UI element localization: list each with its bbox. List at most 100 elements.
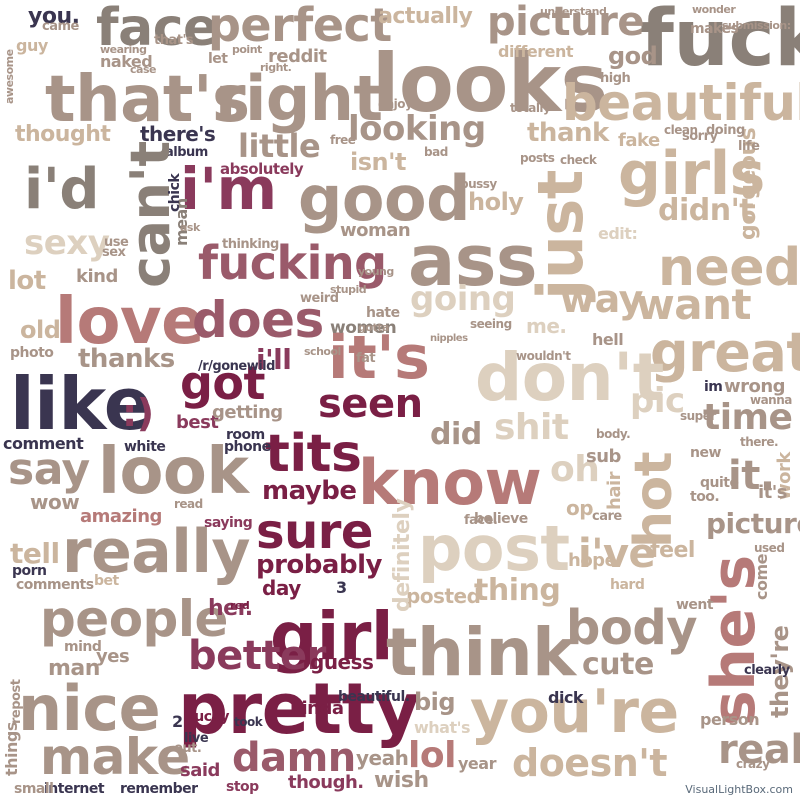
cloud-word: tell <box>10 537 60 570</box>
cloud-word: her. <box>208 596 253 621</box>
cloud-word: good <box>298 162 470 235</box>
cloud-word: yes <box>96 646 130 667</box>
cloud-word: room <box>226 427 265 443</box>
cloud-word: point <box>232 43 262 56</box>
cloud-word: getting <box>212 402 283 423</box>
cloud-word: it's <box>758 482 788 503</box>
cloud-word: damn <box>232 735 356 781</box>
cloud-word: out. <box>174 741 202 756</box>
cloud-word: new <box>690 445 721 461</box>
cloud-word: that's <box>154 33 194 48</box>
cloud-word: guy <box>16 36 48 55</box>
cloud-word: come <box>752 554 771 600</box>
cloud-word: doesn't <box>512 741 668 785</box>
cloud-word: maybe <box>262 476 357 506</box>
cloud-word: looking <box>348 109 486 149</box>
cloud-word: you're <box>470 677 679 747</box>
cloud-word: posts <box>520 151 555 165</box>
cloud-word: comments <box>16 577 94 593</box>
cloud-word: naked <box>100 52 153 71</box>
cloud-word: remember <box>120 781 198 797</box>
cloud-word: bet <box>94 573 119 589</box>
cloud-word: totally <box>510 101 551 115</box>
cloud-word: understand <box>540 5 607 18</box>
cloud-word: you. <box>28 4 80 29</box>
cloud-word: time <box>703 397 793 438</box>
cloud-word: tits <box>265 424 362 484</box>
cloud-word: ask <box>180 221 200 234</box>
cloud-word: wow <box>30 490 80 514</box>
cloud-word: awesome <box>3 49 16 104</box>
cloud-word: nipples <box>430 333 468 344</box>
cloud-word: wanna <box>750 393 792 407</box>
cloud-word: real <box>718 727 800 773</box>
cloud-word: face. <box>464 513 498 528</box>
cloud-word: right. <box>260 61 292 74</box>
cloud-word: year <box>458 754 496 773</box>
cloud-word: /r/gonewild <box>198 359 275 374</box>
cloud-word: that's <box>45 63 250 137</box>
cloud-word: beautiful <box>562 74 800 132</box>
cloud-word: actually <box>378 4 473 29</box>
cloud-word: fat <box>356 351 376 366</box>
cloud-word: 3 <box>336 578 347 597</box>
cloud-word: hate <box>366 305 400 321</box>
cloud-word: i'm <box>180 155 277 223</box>
cloud-word: absolutely <box>220 160 304 178</box>
cloud-word: day <box>262 576 301 600</box>
cloud-word: kind <box>76 266 118 287</box>
cloud-word: girls <box>618 139 765 209</box>
cloud-word: use <box>104 235 129 250</box>
cloud-word: fake <box>618 130 660 151</box>
cloud-word: yeah <box>356 746 409 770</box>
cloud-word: stupid <box>330 283 367 296</box>
cloud-word: wish <box>374 768 429 793</box>
cloud-word: probably <box>256 550 382 580</box>
cloud-word: bad <box>424 145 448 159</box>
cloud-word: body <box>566 600 697 656</box>
cloud-word: way <box>560 277 643 321</box>
cloud-word: school <box>304 345 341 358</box>
cloud-word: need <box>658 238 800 298</box>
cloud-word: im <box>704 379 723 395</box>
cloud-word: care <box>592 509 622 524</box>
cloud-word: case <box>130 63 156 76</box>
cloud-word: amazing <box>80 506 162 527</box>
cloud-word: going <box>410 279 516 319</box>
cloud-word: read <box>174 497 203 511</box>
cloud-word: nice <box>18 672 161 745</box>
cloud-word: holy <box>468 188 524 216</box>
cloud-word: believe <box>474 511 528 527</box>
cloud-word: crazy <box>736 757 770 771</box>
cloud-word: hair <box>604 471 625 510</box>
cloud-word: red <box>230 599 250 612</box>
cloud-word: white <box>124 439 166 455</box>
cloud-word: big <box>414 688 456 716</box>
cloud-word: comment <box>3 434 84 453</box>
cloud-word: though. <box>288 772 364 793</box>
cloud-word: wonder <box>692 3 736 16</box>
cloud-word: thing <box>474 573 561 608</box>
cloud-word: pic <box>630 381 685 421</box>
cloud-word: free <box>330 133 356 147</box>
cloud-word: fucking <box>198 236 387 290</box>
cloud-word: woman <box>340 220 411 241</box>
cloud-word: there's <box>140 122 216 146</box>
cloud-word: young <box>358 265 394 278</box>
cloud-word: high <box>600 71 631 86</box>
cloud-word: went <box>676 597 714 613</box>
cloud-word: don't <box>475 339 664 416</box>
cloud-word: right <box>215 62 383 135</box>
cloud-word: women <box>330 318 397 338</box>
cloud-word: lucky <box>190 709 230 725</box>
cloud-word: used <box>754 541 785 555</box>
cloud-word: repost <box>9 679 24 724</box>
cloud-word: really <box>62 517 251 587</box>
cloud-word: little <box>238 127 321 165</box>
cloud-word: thank <box>527 118 609 148</box>
cloud-word: isn't <box>350 148 406 176</box>
cloud-word: looks <box>372 37 608 130</box>
cloud-word: me. <box>526 314 567 338</box>
cloud-word: does <box>192 291 324 349</box>
